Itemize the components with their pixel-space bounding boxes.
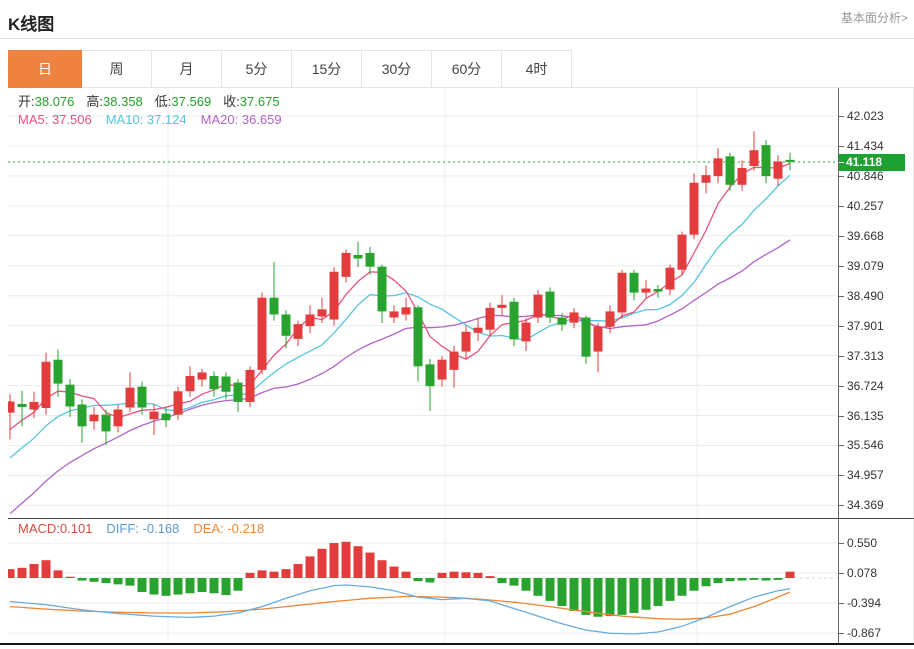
open-value: 38.076 — [34, 94, 75, 109]
price-axis-label: 42.023 — [839, 109, 914, 123]
page-title: K线图 — [8, 15, 55, 34]
axis-tick — [839, 505, 844, 507]
ma10-legend: MA10: 37.124 — [105, 112, 187, 127]
price-tag-tick — [839, 162, 844, 164]
axis-tick — [839, 295, 844, 297]
price-axis-label: 40.846 — [839, 169, 914, 183]
current-price-value: 41.118 — [846, 155, 883, 170]
axis-tick — [839, 445, 844, 447]
macd-legend: MACD:0.101 DIFF: -0.168 DEA: -0.218 — [18, 521, 278, 536]
axis-tick — [839, 145, 844, 147]
low-label: 低: — [154, 94, 172, 109]
macd-axis-label: 0.550 — [839, 536, 914, 550]
low-value: 37.569 — [171, 94, 212, 109]
macd-value-legend: MACD:0.101 — [18, 521, 93, 536]
macd-pane[interactable] — [5, 519, 838, 644]
axis-tick — [839, 175, 844, 177]
high-value: 38.358 — [103, 94, 143, 109]
current-price-tag: 41.118 — [839, 154, 905, 172]
tab-30分[interactable]: 30分 — [362, 50, 432, 88]
macd-axis-label: -0.394 — [839, 596, 914, 610]
price-axis-label: 40.257 — [839, 199, 914, 213]
price-axis-label: 37.901 — [839, 319, 914, 333]
axis-tick — [839, 265, 844, 267]
price-axis-label: 34.369 — [839, 498, 914, 512]
price-axis-label: 36.135 — [839, 409, 914, 423]
macd-canvas[interactable] — [5, 519, 838, 644]
tab-周[interactable]: 周 — [82, 50, 152, 88]
ma5-legend: MA5: 37.506 — [18, 112, 92, 127]
candlestick-canvas[interactable] — [5, 88, 838, 519]
tab-15分[interactable]: 15分 — [292, 50, 362, 88]
open-label: 开: — [18, 94, 35, 109]
title-divider — [0, 38, 914, 39]
tab-60分[interactable]: 60分 — [432, 50, 502, 88]
macd-axis-label: -0.867 — [839, 626, 914, 640]
price-axis-label: 41.434 — [839, 139, 914, 153]
price-axis-label: 39.668 — [839, 229, 914, 243]
price-axis: 41.118 42.023 41.434 40.846 40.257 39.668 39.… — [838, 88, 914, 644]
macd-axis-label: 0.078 — [839, 566, 914, 580]
tab-5分[interactable]: 5分 — [222, 50, 292, 88]
ma20-legend: MA20: 36.659 — [200, 112, 282, 127]
axis-tick — [839, 355, 844, 357]
fundamental-analysis-link[interactable]: 基本面分析> — [840, 11, 908, 25]
price-axis-label: 34.957 — [839, 468, 914, 482]
axis-tick — [839, 633, 844, 635]
price-axis-label: 37.313 — [839, 349, 914, 363]
axis-tick — [839, 475, 844, 477]
high-label: 高: — [86, 94, 104, 109]
bottom-border-line — [0, 643, 914, 645]
axis-tick — [839, 543, 844, 545]
price-axis-label: 35.546 — [839, 438, 914, 452]
period-tab-bar: 日周月 5分 15分 30分 60分 4时 — [8, 50, 914, 88]
tab-4时[interactable]: 4时 — [502, 50, 572, 88]
axis-tick — [839, 415, 844, 417]
axis-tick — [839, 573, 844, 575]
ma-legend: MA5: 37.506 MA10: 37.124 MA20: 36.659 — [18, 112, 296, 127]
axis-tick — [839, 385, 844, 387]
tab-月[interactable]: 月 — [152, 50, 222, 88]
price-axis-label: 38.490 — [839, 289, 914, 303]
ohlc-legend: 开:38.076 高:38.358 低:37.569 收:37.675 — [18, 91, 292, 110]
price-axis-label: 39.079 — [839, 259, 914, 273]
diff-value-legend: DIFF: -0.168 — [106, 521, 180, 536]
close-value: 37.675 — [239, 94, 280, 109]
main-candle-chart[interactable] — [5, 88, 838, 519]
axis-tick — [839, 603, 844, 605]
pane-divider-line — [8, 518, 914, 519]
axis-tick — [839, 205, 844, 207]
axis-tick — [839, 325, 844, 327]
axis-tick — [839, 235, 844, 237]
tab-日[interactable]: 日 — [8, 50, 82, 88]
close-label: 收: — [223, 94, 240, 109]
dea-value-legend: DEA: -0.218 — [193, 521, 265, 536]
axis-tick — [839, 116, 844, 117]
price-axis-label: 36.724 — [839, 379, 914, 393]
